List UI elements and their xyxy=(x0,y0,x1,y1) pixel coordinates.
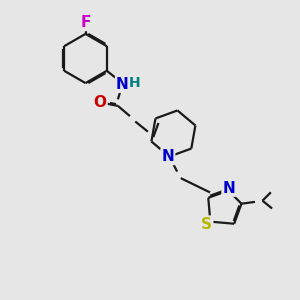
Text: H: H xyxy=(129,76,141,90)
Text: N: N xyxy=(161,149,174,164)
Text: S: S xyxy=(201,217,212,232)
Text: N: N xyxy=(116,77,129,92)
Text: O: O xyxy=(93,95,106,110)
Text: N: N xyxy=(223,181,235,196)
Text: F: F xyxy=(80,15,91,30)
